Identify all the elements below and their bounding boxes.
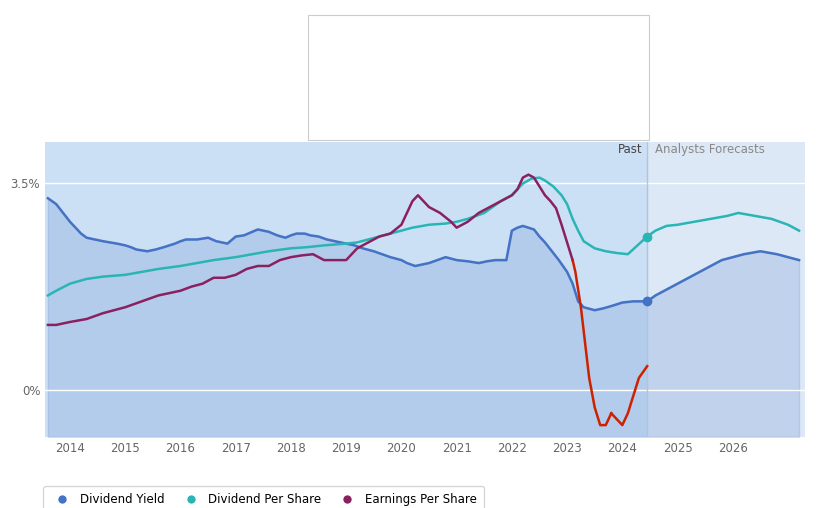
Text: Dividend Per Share: Dividend Per Share [322, 94, 429, 104]
Text: Analysts Forecasts: Analysts Forecasts [655, 143, 765, 156]
Bar [647, 142, 805, 437]
Text: /yr: /yr [519, 66, 534, 76]
Text: kr1.000: kr1.000 [478, 94, 521, 104]
Text: /yr: /yr [539, 94, 554, 104]
Text: No data: No data [478, 122, 522, 132]
Text: Dividend Yield: Dividend Yield [322, 66, 401, 76]
FancyBboxPatch shape [308, 15, 649, 140]
Text: 1.5%: 1.5% [478, 66, 507, 76]
Text: Past: Past [618, 143, 643, 156]
Legend: Dividend Yield, Dividend Per Share, Earnings Per Share: Dividend Yield, Dividend Per Share, Earn… [44, 486, 484, 508]
Text: Earnings Per Share: Earnings Per Share [322, 122, 427, 132]
Text: Jul 02 2024: Jul 02 2024 [322, 30, 401, 43]
